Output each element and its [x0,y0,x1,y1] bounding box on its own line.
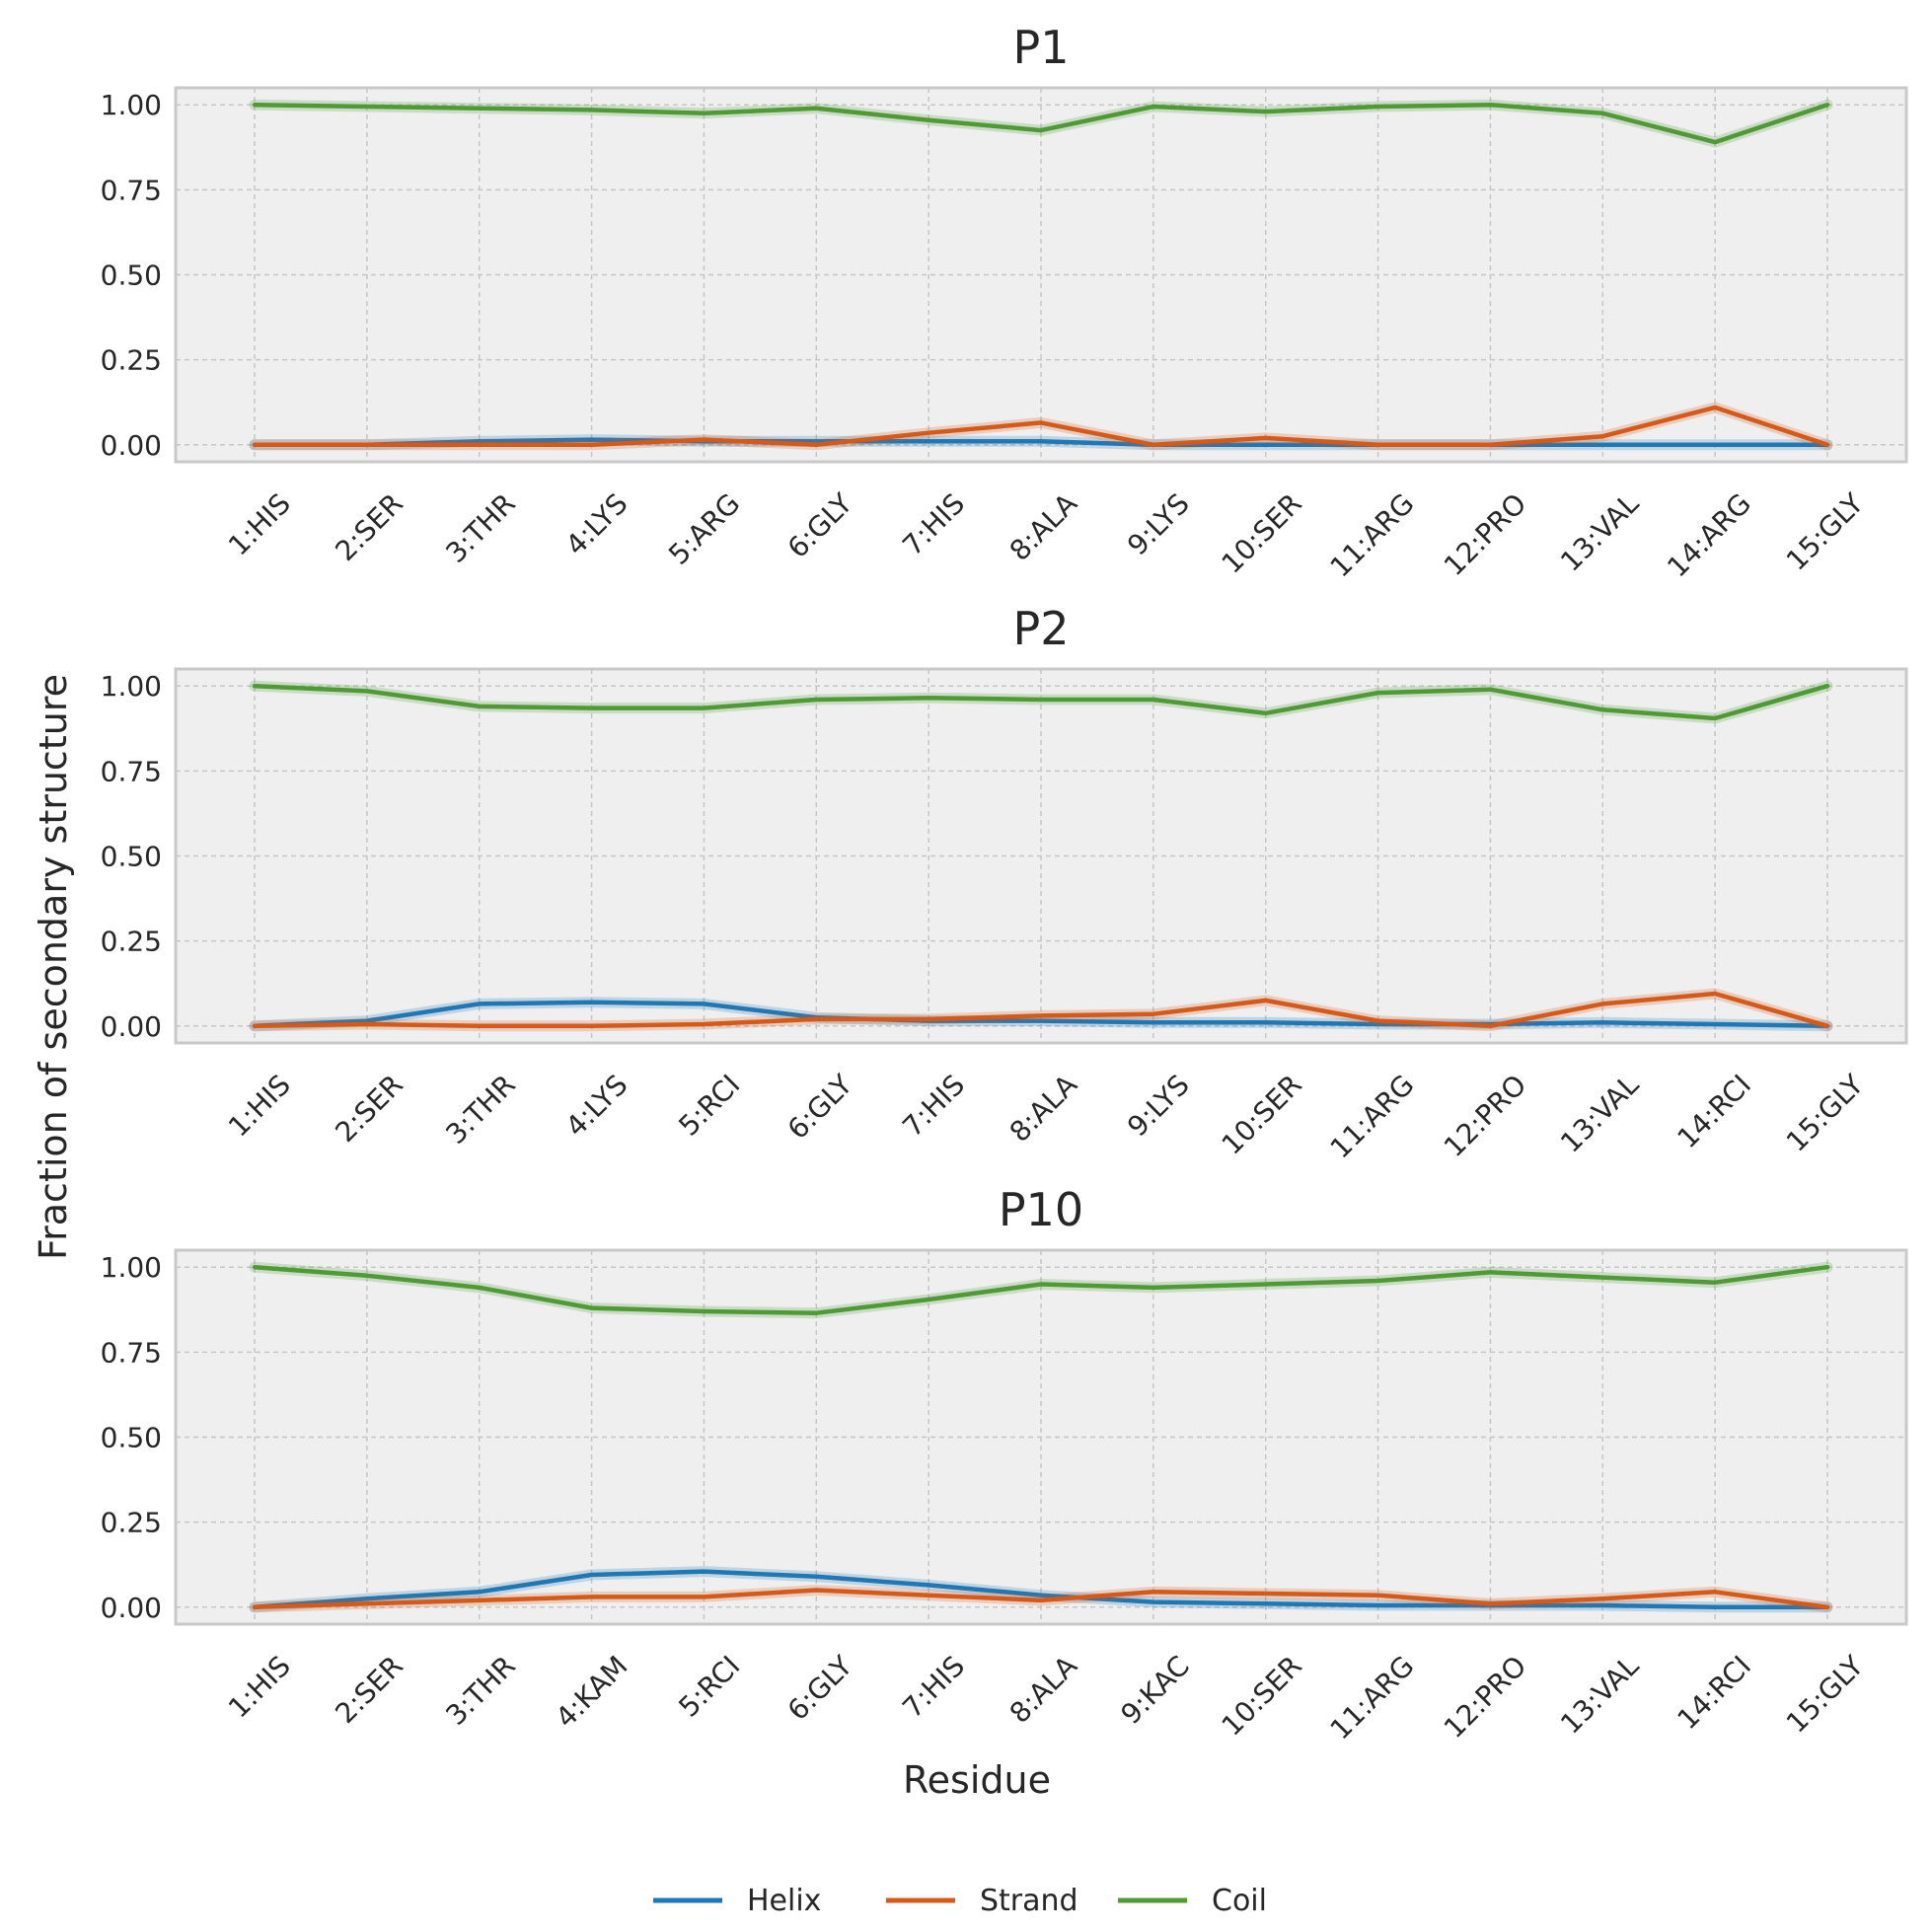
x-tick-label: 7:HIS [896,1650,971,1725]
x-axis-label: Residue [903,1758,1051,1802]
x-tick-label: 5:RCI [672,1069,746,1143]
y-axis-label: Fraction of secondary structure [32,674,75,1260]
y-tick-label: 0.25 [101,344,162,377]
x-tick-label: 4:KAM [550,1650,634,1735]
y-tick-label: 1.00 [101,89,162,121]
legend-label-coil: Coil [1212,1884,1267,1918]
x-tick-label: 14:ARG [1661,487,1757,584]
series-line-helix [252,1000,1830,1029]
x-tick-label: 11:ARG [1324,1069,1421,1165]
x-tick-label: 9:LYS [1121,487,1196,562]
legend-label-helix: Helix [747,1884,821,1918]
y-tick-label: 0.75 [101,755,162,787]
panel-title: P2 [1012,602,1069,655]
x-tick-label: 12:PRO [1438,1069,1532,1163]
x-tick-label: 7:HIS [896,487,971,562]
y-tick-label: 0.00 [101,1010,162,1043]
series-line-helix [252,437,1830,448]
legend: Helix Strand Coil [653,1884,1267,1918]
x-tick-label: 8:ALA [1003,487,1083,567]
x-tick-label: 3:THR [439,1650,521,1732]
y-tick-label: 0.75 [101,174,162,206]
x-tick-label: 7:HIS [896,1069,971,1144]
x-tick-label: 4:LYS [559,487,634,562]
series-line-strand [252,405,1830,448]
series-line-strand [252,991,1830,1029]
y-tick-label: 1.00 [101,670,162,703]
y-tick-label: 0.50 [101,260,162,292]
x-tick-label: 13:VAL [1554,486,1645,577]
x-tick-label: 15:GLY [1780,1649,1871,1740]
x-tick-label: 5:RCI [672,1650,746,1724]
series-line-helix [252,1569,1830,1610]
x-tick-label: 11:ARG [1324,487,1421,584]
x-tick-label: 1:HIS [222,1650,297,1725]
y-tick-label: 0.50 [101,1422,162,1454]
y-tick-label: 0.50 [101,841,162,873]
x-tick-label: 8:ALA [1003,1069,1083,1149]
panel-title: P1 [1012,21,1069,74]
y-tick-label: 1.00 [101,1251,162,1284]
x-tick-label: 4:LYS [559,1069,634,1144]
x-tick-label: 15:GLY [1780,1068,1871,1158]
series-line-strand [252,1588,1830,1610]
x-tick-label: 14:RCI [1671,1650,1757,1737]
x-tick-label: 8:ALA [1003,1650,1083,1730]
x-tick-label: 12:PRO [1438,1650,1532,1745]
x-tick-label: 2:SER [329,1650,409,1730]
panel-p10: 0.00 0.25 0.50 0.75 1.00 1:HIS 2:SER 3:THR 4:KAM… [101,1183,1908,1746]
panel-p1: 0.00 0.25 0.50 0.75 1.00 1:HIS 2:SER 3:THR 4:LYS… [101,21,1908,584]
x-tick-label: 13:VAL [1554,1068,1645,1158]
x-tick-label: 2:SER [329,487,409,567]
series-line-coil [252,683,1830,721]
x-tick-label: 3:THR [439,1069,521,1151]
x-tick-label: 10:SER [1216,1069,1308,1161]
x-tick-label: 12:PRO [1438,487,1532,582]
x-tick-label: 2:SER [329,1069,409,1149]
x-tick-label: 3:THR [439,487,521,569]
x-tick-label: 6:GLY [781,1649,859,1727]
y-tick-label: 0.00 [101,429,162,462]
y-tick-label: 0.75 [101,1336,162,1369]
x-tick-label: 13:VAL [1554,1649,1645,1740]
y-tick-label: 0.25 [101,1507,162,1539]
y-tick-label: 0.00 [101,1592,162,1624]
x-tick-label: 1:HIS [222,1069,297,1144]
x-tick-label: 9:KAC [1115,1650,1196,1731]
legend-label-strand: Strand [980,1884,1078,1918]
x-tick-label: 10:SER [1216,487,1308,580]
series-line-coil [252,102,1830,145]
x-tick-label: 6:GLY [781,486,859,564]
y-tick-label: 0.25 [101,926,162,958]
x-tick-label: 10:SER [1216,1650,1308,1743]
x-tick-label: 9:LYS [1121,1069,1196,1144]
x-tick-label: 6:GLY [781,1068,859,1146]
x-tick-label: 5:ARG [662,487,746,571]
series-line-coil [252,1264,1830,1315]
panel-title: P10 [999,1183,1083,1236]
x-tick-label: 1:HIS [222,487,297,562]
x-tick-label: 15:GLY [1780,486,1871,577]
x-tick-label: 11:ARG [1324,1650,1421,1746]
panel-p2: 0.00 0.25 0.50 0.75 1.00 1:HIS 2:SER 3:THR 4:LYS… [101,602,1908,1165]
x-tick-label: 14:RCI [1671,1069,1757,1155]
